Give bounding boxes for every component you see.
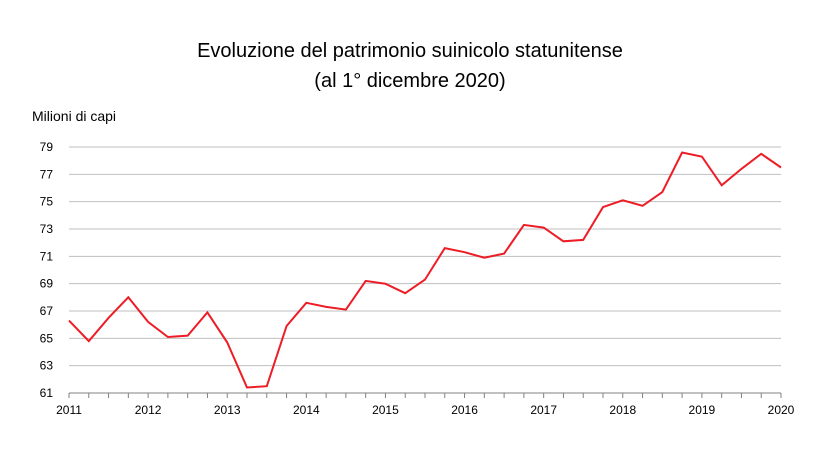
gridlines	[69, 146, 781, 367]
chart-title: Evoluzione del patrimonio suinicolo stat…	[197, 40, 623, 62]
y-tick-label-79: 79	[40, 140, 54, 154]
y-tick-label-65: 65	[40, 331, 54, 345]
x-tick-label-2015: 2015	[372, 403, 399, 417]
y-tick-label-71: 71	[40, 249, 54, 263]
x-tick-label-2011: 2011	[56, 403, 82, 417]
y-axis-label: Milioni di capi	[32, 108, 117, 124]
x-tick-label-2013: 2013	[214, 403, 241, 417]
x-tick-label-2019: 2019	[689, 403, 716, 417]
x-tick-label-2020: 2020	[768, 403, 795, 417]
x-axis: 2011 2012 2013 2014 2015 2016 2017 2018 2019 2020	[56, 392, 795, 417]
chart-subtitle: (al 1° dicembre 2020)	[314, 70, 506, 92]
y-tick-label-77: 77	[40, 167, 54, 181]
y-tick-label-75: 75	[40, 195, 54, 209]
y-axis-ticks: 61 63 65 67 69 71 73 75 77 79	[40, 140, 54, 400]
x-tick-label-2017: 2017	[530, 403, 557, 417]
chart-title-block: Evoluzione del patrimonio suinicolo stat…	[0, 36, 820, 96]
y-tick-label-69: 69	[40, 277, 54, 291]
y-tick-label-73: 73	[40, 222, 54, 236]
y-tick-label-63: 63	[40, 359, 54, 373]
x-tick-label-2016: 2016	[451, 403, 478, 417]
x-tick-label-2018: 2018	[609, 403, 636, 417]
series-layer	[68, 151, 782, 389]
y-tick-label-67: 67	[40, 304, 54, 318]
x-tick-label-2012: 2012	[135, 403, 162, 417]
series-line-0	[68, 151, 782, 389]
x-tick-label-2014: 2014	[293, 403, 320, 417]
y-tick-label-61: 61	[40, 386, 54, 400]
